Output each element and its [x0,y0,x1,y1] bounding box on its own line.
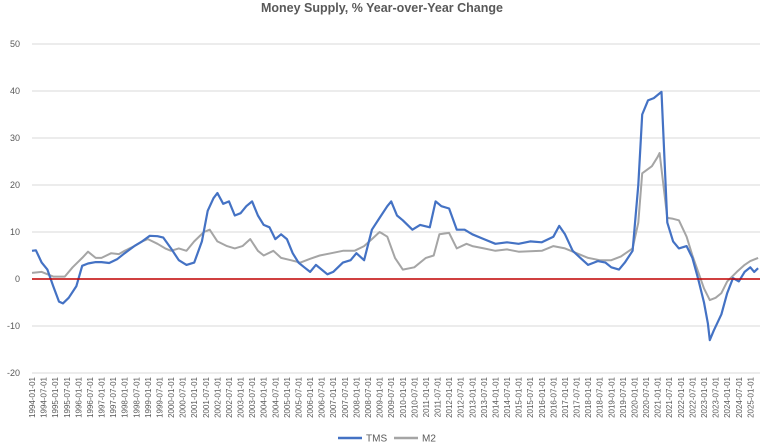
x-tick-label: 2012-01-01 [445,376,454,417]
x-tick-label: 2007-01-01 [329,376,338,417]
legend: TMS M2 [338,434,436,445]
y-tick-label: -20 [7,368,20,378]
x-tick-label: 2003-01-01 [237,376,246,417]
x-tick-label: 2018-01-01 [584,376,593,417]
x-tick-label: 2012-07-01 [457,376,466,417]
x-tick-label: 2023-01-01 [700,376,709,417]
x-tick-label: 1997-01-01 [98,376,107,417]
x-tick-label: 2008-07-01 [364,376,373,417]
y-tick-label: 30 [10,133,20,143]
x-tick-label: 1998-01-01 [121,376,130,417]
x-tick-label: 2009-07-01 [387,376,396,417]
x-tick-label: 1998-07-01 [132,376,141,417]
x-tick-label: 2006-07-01 [318,376,327,417]
x-tick-label: 2013-07-01 [480,376,489,417]
legend-label-tms: TMS [366,434,387,445]
x-tick-label: 2024-07-01 [735,376,744,417]
x-tick-label: 2016-01-01 [538,376,547,417]
x-tick-label: 2001-01-01 [190,376,199,417]
x-tick-label: 2021-07-01 [665,376,674,417]
x-tick-label: 2003-07-01 [248,376,257,417]
x-tick-label: 2022-07-01 [688,376,697,417]
series-lines [31,90,759,342]
y-tick-label: -10 [7,321,20,331]
x-tick-label: 1999-07-01 [155,376,164,417]
y-tick-label: 50 [10,39,20,49]
x-tick-label: 1997-07-01 [109,376,118,417]
x-tick-label: 1994-01-01 [28,376,37,417]
x-tick-label: 2002-01-01 [213,376,222,417]
x-tick-label: 2015-01-01 [515,376,524,417]
y-tick-label: 40 [10,86,20,96]
x-tick-label: 2013-01-01 [468,376,477,417]
x-tick-label: 2014-01-01 [491,376,500,417]
x-tick-label: 2004-07-01 [271,376,280,417]
series-line-m2 [31,152,759,302]
x-axis-ticks: 1994-01-01 1994-07-01 1995-01-01 1995-07-01… [28,376,755,417]
x-tick-label: 2010-01-01 [399,376,408,417]
x-tick-label: 2000-01-01 [167,376,176,417]
x-tick-label: 2014-07-01 [503,376,512,417]
x-tick-label: 2019-07-01 [619,376,628,417]
x-tick-label: 2008-01-01 [352,376,361,417]
x-tick-label: 1994-07-01 [40,376,49,417]
x-tick-label: 2005-01-01 [283,376,292,417]
x-tick-label: 2006-01-01 [306,376,315,417]
x-tick-label: 2015-07-01 [526,376,535,417]
x-tick-label: 1995-01-01 [51,376,60,417]
y-tick-label: 0 [15,274,20,284]
x-tick-label: 2001-07-01 [202,376,211,417]
x-tick-label: 1996-01-01 [74,376,83,417]
x-tick-label: 2004-01-01 [260,376,269,417]
x-tick-label: 2002-07-01 [225,376,234,417]
chart-title: Money Supply, % Year-over-Year Change [261,1,503,15]
x-tick-label: 1999-01-01 [144,376,153,417]
y-tick-label: 20 [10,180,20,190]
gridlines [32,43,760,374]
x-tick-label: 2020-07-01 [642,376,651,417]
x-tick-label: 2010-07-01 [410,376,419,417]
x-tick-label: 1996-07-01 [86,376,95,417]
x-tick-label: 2019-01-01 [607,376,616,417]
x-tick-label: 2000-07-01 [179,376,188,417]
x-tick-label: 2011-07-01 [434,376,443,417]
series-line-tms [31,90,759,342]
x-tick-label: 2025-01-01 [746,376,755,417]
x-tick-label: 2020-01-01 [630,376,639,417]
x-tick-label: 2005-07-01 [294,376,303,417]
x-tick-label: 2017-07-01 [573,376,582,417]
x-tick-label: 2023-07-01 [712,376,721,417]
x-tick-label: 2011-01-01 [422,376,431,417]
x-tick-label: 2007-07-01 [341,376,350,417]
x-tick-label: 2024-01-01 [723,376,732,417]
x-tick-label: 2009-01-01 [376,376,385,417]
x-tick-label: 2017-01-01 [561,376,570,417]
legend-label-m2: M2 [422,434,436,445]
x-tick-label: 2021-01-01 [654,376,663,417]
y-tick-label: 10 [10,227,20,237]
x-tick-label: 2018-07-01 [596,376,605,417]
x-tick-label: 2016-07-01 [549,376,558,417]
x-tick-label: 1995-07-01 [63,376,72,417]
y-axis-ticks: -20 -10 0 10 20 30 40 50 [7,39,20,378]
x-tick-label: 2022-01-01 [677,376,686,417]
